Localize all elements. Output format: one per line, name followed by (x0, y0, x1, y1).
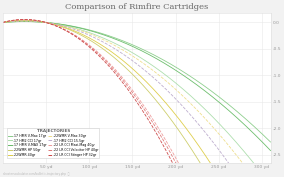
Text: shooterscalculator.com/ballistic-trajectory.php  ⓘ: shooterscalculator.com/ballistic-traject… (3, 172, 69, 176)
Title: Comparison of Rimfire Cartridges: Comparison of Rimfire Cartridges (65, 3, 208, 11)
Legend: .17 HMR V-Max 17gr, .17 HM2 CCI 17gr, .17 HMR V-MAX 17gr, .22WMR HP 50gr, .22WMR: .17 HMR V-Max 17gr, .17 HM2 CCI 17gr, .1… (7, 128, 99, 158)
